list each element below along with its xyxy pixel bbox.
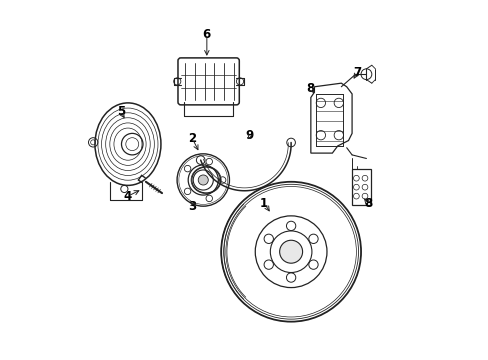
Text: 6: 6 (203, 28, 210, 41)
Bar (351, 169, 370, 205)
Circle shape (198, 175, 208, 185)
Bar (316, 94, 343, 146)
Text: 1: 1 (260, 197, 268, 210)
Text: 3: 3 (188, 201, 196, 213)
Circle shape (279, 240, 302, 263)
Text: 2: 2 (188, 132, 196, 145)
Text: 5: 5 (117, 105, 124, 118)
Text: 4: 4 (123, 190, 132, 203)
Text: 8: 8 (364, 197, 371, 210)
Text: 8: 8 (306, 82, 314, 95)
Text: 7: 7 (353, 66, 361, 79)
Text: 9: 9 (245, 129, 253, 142)
